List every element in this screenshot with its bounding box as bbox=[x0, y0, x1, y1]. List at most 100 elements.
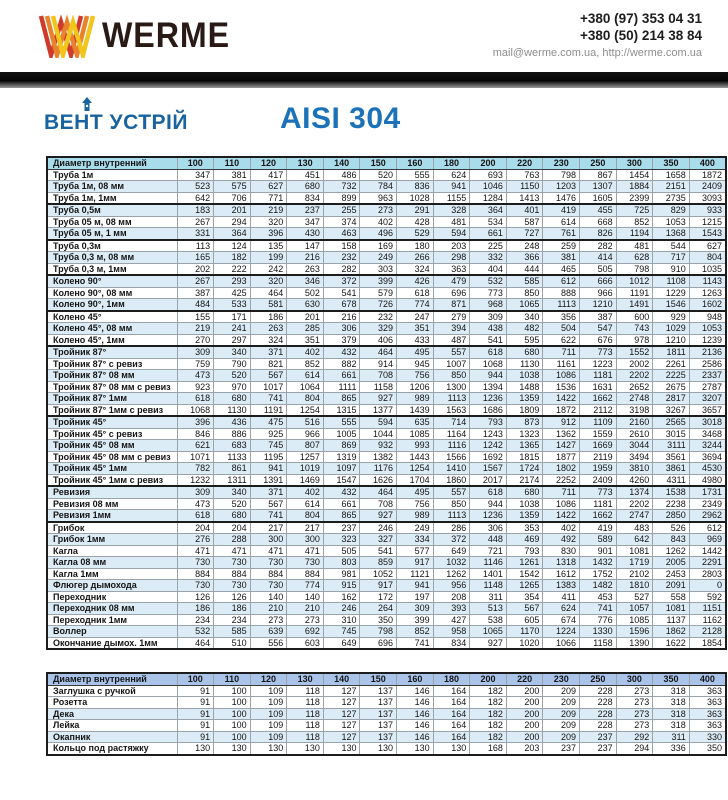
row-label: Тройник 87° 1мм bbox=[46, 392, 178, 405]
vent-ustriy-logo: ВЕНТ УСТРІЙ bbox=[44, 97, 188, 135]
price-cell: 567 bbox=[505, 602, 544, 615]
price-cell: 1137 bbox=[652, 613, 690, 626]
price-cell: 541 bbox=[359, 544, 398, 557]
price-cell: 1802 bbox=[542, 462, 581, 475]
price-cell: 803 bbox=[322, 556, 361, 569]
price-cell: 164 bbox=[432, 684, 471, 697]
price-cell: 4530 bbox=[688, 462, 727, 475]
price-cell: 1109 bbox=[579, 415, 617, 429]
price-cell: 455 bbox=[579, 203, 617, 217]
row-label: Кагла bbox=[46, 544, 178, 557]
price-cell: 374 bbox=[322, 215, 361, 228]
price-cell: 402 bbox=[542, 521, 581, 534]
price-cell: 2238 bbox=[652, 497, 690, 510]
price-cell: 884 bbox=[176, 567, 215, 580]
price-cell: 944 bbox=[469, 369, 507, 382]
price-cell: 182 bbox=[213, 251, 251, 264]
price-cell: 219 bbox=[176, 322, 215, 335]
price-cell: 1488 bbox=[505, 380, 544, 393]
table-row: Труба 1м 347 381 417 451 486 520 555 624 693 763 79… bbox=[46, 168, 727, 181]
price-cell: 118 bbox=[286, 730, 324, 743]
price-table-accessories: Диаметр внутренний 100 110 120 130 140 150 160 1… bbox=[46, 672, 727, 756]
price-cell: 2748 bbox=[615, 392, 654, 405]
price-cell: 200 bbox=[505, 719, 544, 732]
price-cell: 228 bbox=[579, 707, 617, 720]
table-row: Кагла 08 мм 730 730 730 730 803 859 917 1032 1146… bbox=[46, 556, 727, 569]
price-cell: 182 bbox=[469, 730, 507, 743]
diameter-column-header: 120 bbox=[249, 672, 288, 686]
price-cell: 1427 bbox=[542, 439, 581, 452]
price-cell: 676 bbox=[579, 333, 617, 347]
price-cell: 541 bbox=[469, 333, 507, 347]
price-cell: 821 bbox=[249, 357, 288, 370]
row-label: Дека bbox=[46, 707, 178, 720]
price-cell: 270 bbox=[176, 333, 215, 347]
table-gap bbox=[46, 650, 727, 672]
price-cell: 273 bbox=[286, 613, 324, 626]
price-cell: 1121 bbox=[396, 567, 434, 580]
price-cell: 453 bbox=[579, 590, 617, 603]
price-cell: 246 bbox=[322, 602, 361, 615]
price-cell: 353 bbox=[505, 521, 544, 534]
price-cell: 1164 bbox=[432, 427, 471, 440]
price-cell: 127 bbox=[322, 730, 361, 743]
price-cell: 387 bbox=[579, 310, 617, 323]
price-cell: 538 bbox=[469, 613, 507, 626]
price-cell: 1210 bbox=[579, 298, 617, 312]
price-cell: 438 bbox=[469, 322, 507, 335]
price-cell: 1877 bbox=[542, 450, 581, 463]
price-cell: 793 bbox=[505, 544, 544, 557]
price-cell: 130 bbox=[249, 742, 288, 755]
price-cell: 798 bbox=[615, 262, 654, 276]
price-cell: 197 bbox=[396, 590, 434, 603]
diameter-column-header: 300 bbox=[615, 156, 654, 170]
price-cell: 520 bbox=[359, 168, 398, 181]
price-cell: 1263 bbox=[688, 286, 727, 299]
table-row: Труба 0,3 м, 08 мм 165 182 199 216 232 249 266 2… bbox=[46, 251, 727, 264]
price-cell: 209 bbox=[542, 707, 581, 720]
price-cell: 2850 bbox=[652, 509, 690, 523]
price-cell: 2337 bbox=[688, 369, 727, 382]
price-cell: 146 bbox=[396, 684, 434, 697]
price-cell: 730 bbox=[249, 579, 288, 592]
row-label: Тройник 45° bbox=[46, 415, 178, 429]
price-cell: 873 bbox=[505, 415, 544, 429]
price-cell: 425 bbox=[213, 286, 251, 299]
row-label: Колено 90°, 1мм bbox=[46, 298, 178, 312]
price-cell: 306 bbox=[469, 521, 507, 534]
row-label: Кагла 1мм bbox=[46, 567, 178, 580]
price-cell: 1195 bbox=[249, 450, 288, 463]
price-cell: 1612 bbox=[542, 567, 581, 580]
price-cell: 790 bbox=[213, 357, 251, 370]
price-cell: 465 bbox=[542, 262, 581, 276]
diameter-column-header: 220 bbox=[505, 672, 544, 686]
price-cell: 137 bbox=[359, 707, 398, 720]
price-cell: 3018 bbox=[688, 415, 727, 429]
price-cell: 1158 bbox=[359, 380, 398, 393]
price-cell: 624 bbox=[432, 168, 471, 181]
chimney-icon bbox=[82, 97, 92, 111]
price-cell: 273 bbox=[249, 613, 288, 626]
price-cell: 259 bbox=[542, 239, 581, 252]
price-cell: 520 bbox=[213, 369, 251, 382]
price-cell: 714 bbox=[432, 415, 471, 429]
price-cell: 2817 bbox=[652, 392, 690, 405]
price-cell: 186 bbox=[249, 310, 288, 323]
price-cell: 249 bbox=[396, 521, 434, 534]
price-cell: 804 bbox=[688, 251, 727, 264]
table-row: Колено 45° 155 171 186 201 216 232 247 279 309 340… bbox=[46, 310, 727, 323]
price-cell: 668 bbox=[579, 215, 617, 228]
price-cell: 182 bbox=[469, 719, 507, 732]
price-cell: 886 bbox=[213, 427, 251, 440]
price-cell: 534 bbox=[469, 215, 507, 228]
price-cell: 2174 bbox=[505, 473, 544, 487]
row-label: Колено 45°, 1мм bbox=[46, 333, 178, 347]
price-cell: 1236 bbox=[469, 392, 507, 405]
price-cell: 351 bbox=[286, 333, 324, 347]
price-cell: 773 bbox=[579, 345, 617, 359]
price-cell: 1019 bbox=[286, 462, 324, 475]
price-cell: 2747 bbox=[615, 509, 654, 523]
table-row: Тройник 45° 08 мм 621 683 745 807 869 932 993 11… bbox=[46, 439, 727, 452]
price-cell: 708 bbox=[359, 497, 398, 510]
price-cell: 1085 bbox=[396, 427, 434, 440]
